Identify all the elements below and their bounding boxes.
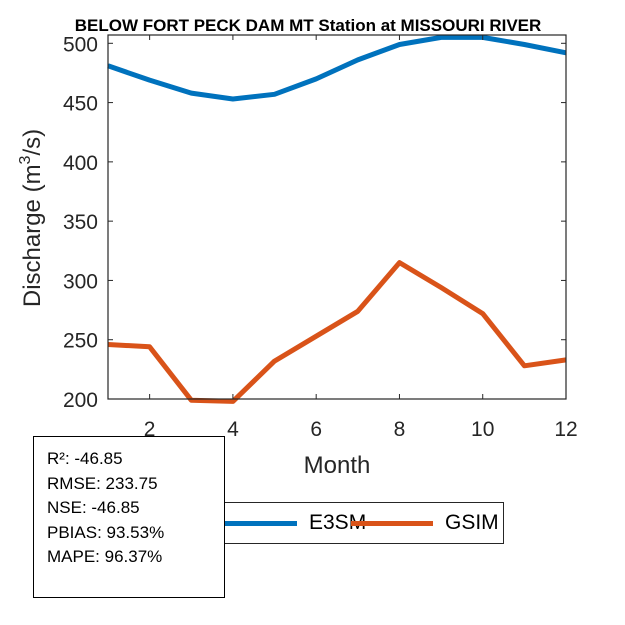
x-tick-label: 12 xyxy=(554,418,577,441)
legend-item-gsim: GSIM xyxy=(351,503,499,543)
y-tick-label: 400 xyxy=(63,152,98,175)
stat-mape: MAPE: 96.37% xyxy=(47,547,163,566)
x-tick-label: 4 xyxy=(227,418,239,441)
y-axis-label-group: Discharge (m3/s) xyxy=(17,129,46,307)
ticks-layer: 2 4 6 8 10 12 200 250 300 350 400 450 500 xyxy=(63,33,578,441)
y-axis-label: Discharge (m3/s) xyxy=(17,129,46,307)
series-layer xyxy=(107,34,567,404)
y-axis-label-end: /s) xyxy=(19,129,46,156)
y-tick-label: 350 xyxy=(63,211,98,234)
stats-box: R²: -46.85 RMSE: 233.75 NSE: -46.85 PBIA… xyxy=(33,436,225,598)
y-tick-label: 200 xyxy=(63,389,98,412)
stat-nse: NSE: -46.85 xyxy=(47,498,140,517)
legend-line-gsim xyxy=(351,520,433,526)
x-axis-label: Month xyxy=(304,452,371,479)
series-line-gsim xyxy=(107,260,567,404)
y-tick-label: 300 xyxy=(63,270,98,293)
legend: E3SM GSIM xyxy=(215,502,504,544)
y-tick-label: 250 xyxy=(63,330,98,353)
stat-r2: R²: -46.85 xyxy=(47,449,123,468)
y-tick-label: 450 xyxy=(63,93,98,116)
series-line-e3sm xyxy=(107,34,567,102)
legend-item-e3sm: E3SM xyxy=(215,503,366,543)
plot-area-frame xyxy=(107,34,567,400)
y-axis-label-main: Discharge (m xyxy=(19,164,46,307)
x-tick-label: 8 xyxy=(394,418,406,441)
y-axis-label-sup: 3 xyxy=(17,155,34,164)
stat-pbias: PBIAS: 93.53% xyxy=(47,522,165,542)
x-tick-label: 10 xyxy=(471,418,494,441)
x-tick-label: 2 xyxy=(144,418,156,441)
y-tick-label: 500 xyxy=(63,33,98,56)
x-tick-label: 6 xyxy=(310,418,322,441)
legend-label-e3sm: E3SM xyxy=(309,511,367,534)
legend-line-e3sm xyxy=(215,520,297,526)
legend-label-gsim: GSIM xyxy=(445,511,499,534)
chart-title: BELOW FORT PECK DAM MT Station at MISSOU… xyxy=(75,16,542,35)
stat-rmse: RMSE: 233.75 xyxy=(47,473,158,493)
